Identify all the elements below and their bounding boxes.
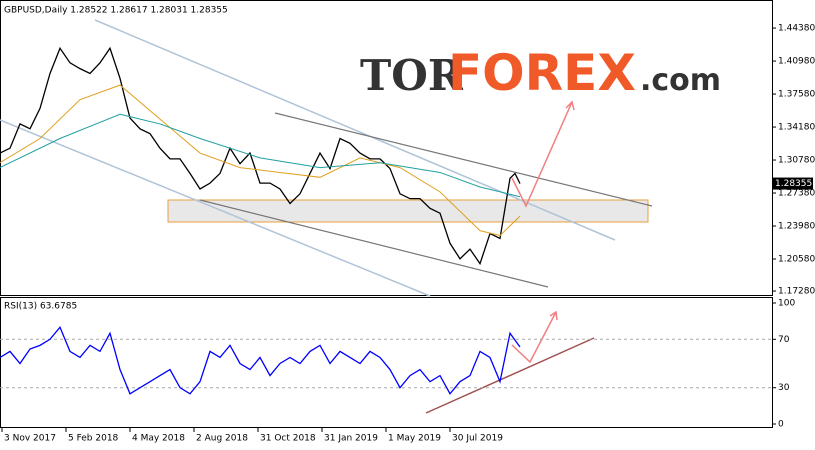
x-tick-label: 2 Aug 2018	[196, 434, 248, 444]
x-tick-label: 1 May 2019	[388, 434, 441, 444]
y-tick-label: 1.20580	[778, 255, 815, 265]
x-tick-label: 31 Jan 2019	[324, 434, 378, 444]
series-line	[0, 113, 521, 198]
y-tick-label: 1.23980	[778, 222, 815, 232]
y-tick-label: 70	[778, 335, 790, 345]
forecast-arrows	[425, 100, 595, 414]
x-tick-label: 3 Nov 2017	[4, 434, 56, 444]
y-tick-label: 1.40980	[778, 57, 815, 67]
price-title: GBPUSD,Daily 1.28522 1.28617 1.28031 1.2…	[4, 6, 228, 16]
series-line	[0, 84, 521, 237]
rsi-title: RSI(13) 63.6785	[4, 302, 77, 312]
x-tick-label: 5 Feb 2018	[68, 434, 119, 444]
logo-com: .com	[640, 63, 721, 98]
x-tick-label: 31 Oct 2018	[260, 434, 316, 444]
logo-forex: FOREX	[448, 44, 636, 102]
y-tick-label: 1.44380	[778, 24, 815, 34]
trend-lines	[199, 112, 653, 288]
y-tick-label: 1.30780	[778, 156, 815, 166]
last-price-label: 1.28355	[775, 179, 812, 189]
y-tick-label: 1.34180	[778, 123, 815, 133]
x-tick-label: 4 May 2018	[132, 434, 185, 444]
support-zone	[167, 199, 649, 223]
last-price-box	[773, 177, 813, 190]
y-tick-label: 1.37580	[778, 90, 815, 100]
y-tick-label: 30	[778, 383, 790, 393]
series-line	[0, 46, 521, 266]
y-tick-label: 1.27380	[778, 189, 815, 199]
channel-lines	[0, 19, 616, 297]
price-panel	[0, 0, 773, 296]
y-tick-label: 1.17280	[778, 287, 815, 297]
y-tick-label: 0	[778, 420, 784, 430]
series-line	[0, 325, 521, 395]
y-tick-label: 100	[778, 299, 795, 309]
rsi-panel	[0, 297, 773, 428]
logo-tor: TOR	[360, 51, 464, 100]
x-tick-label: 30 Jul 2019	[452, 434, 503, 444]
